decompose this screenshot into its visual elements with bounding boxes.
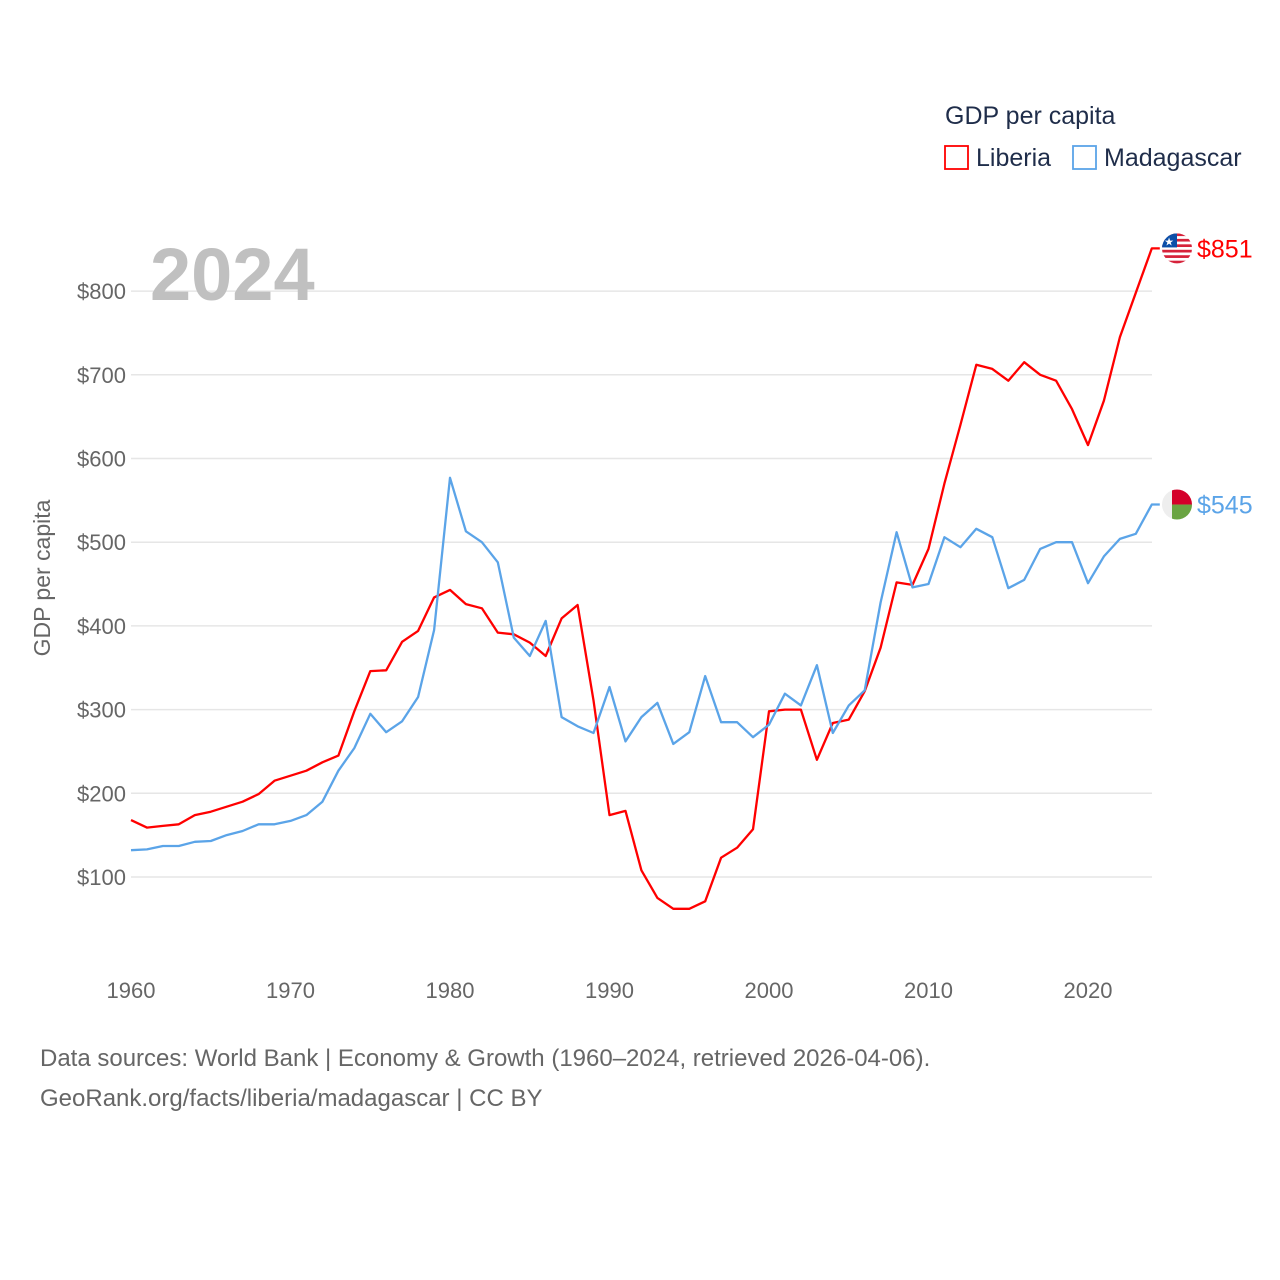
x-tick-label: 1970 xyxy=(266,978,315,1003)
y-axis-label: GDP per capita xyxy=(29,499,55,656)
x-tick-label: 2010 xyxy=(904,978,953,1003)
svg-text:★: ★ xyxy=(1164,236,1174,248)
x-tick-label: 2000 xyxy=(745,978,794,1003)
legend-title: GDP per capita xyxy=(945,102,1116,130)
footer-sources: Data sources: World Bank | Economy & Gro… xyxy=(40,1045,931,1072)
legend-item-liberia[interactable]: Liberia xyxy=(944,144,1051,172)
y-tick-label: $100 xyxy=(77,865,126,890)
year-label: 2024 xyxy=(150,233,315,316)
legend-item-madagascar[interactable]: Madagascar xyxy=(1072,144,1242,172)
flag-icon-madagascar xyxy=(1162,489,1192,520)
y-tick-label: $800 xyxy=(77,279,126,304)
x-tick-label: 1960 xyxy=(107,978,156,1003)
y-tick-label: $300 xyxy=(77,698,126,723)
legend-label: Liberia xyxy=(976,144,1051,172)
x-tick-label: 1980 xyxy=(426,978,475,1003)
y-tick-label: $600 xyxy=(77,447,126,472)
y-tick-label: $700 xyxy=(77,363,126,388)
end-value-label-madagascar: $545 xyxy=(1197,492,1253,520)
legend-swatch xyxy=(944,145,969,170)
y-tick-label: $400 xyxy=(77,614,126,639)
legend-swatch xyxy=(1072,145,1097,170)
x-tick-label: 2020 xyxy=(1064,978,1113,1003)
x-tick-label: 1990 xyxy=(585,978,634,1003)
flag-icon-liberia: ★ xyxy=(1162,233,1192,264)
legend-label: Madagascar xyxy=(1104,144,1242,172)
series-line-liberia xyxy=(130,247,1160,910)
y-tick-label: $500 xyxy=(77,530,126,555)
series-line-madagascar xyxy=(130,476,1160,852)
footer-link[interactable]: GeoRank.org/facts/liberia/madagascar | C… xyxy=(40,1085,543,1112)
y-tick-label: $200 xyxy=(77,781,126,806)
end-value-label-liberia: $851 xyxy=(1197,235,1253,263)
